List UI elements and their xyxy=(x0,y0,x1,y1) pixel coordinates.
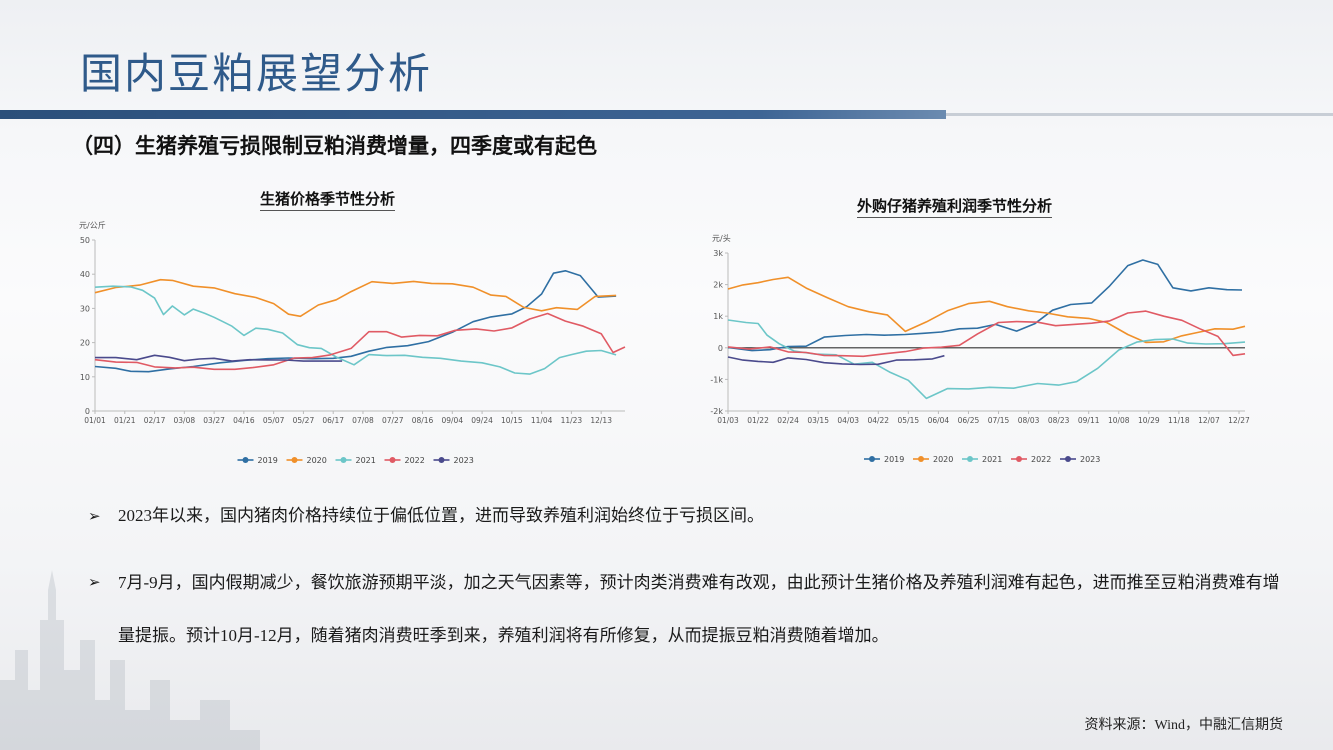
series-line-2020 xyxy=(727,276,1246,344)
legend-marker xyxy=(918,456,924,462)
y-tick-label: 20 xyxy=(80,339,90,348)
series-line-2022 xyxy=(94,312,626,371)
x-tick-label: 03/08 xyxy=(174,416,196,425)
x-tick-label: 09/11 xyxy=(1078,416,1100,425)
x-tick-label: 04/22 xyxy=(867,416,889,425)
y-tick-label: 40 xyxy=(80,270,90,279)
legend-marker xyxy=(869,456,875,462)
legend-label: 2023 xyxy=(454,456,474,465)
x-tick-label: 01/22 xyxy=(747,416,769,425)
series-line-2019 xyxy=(727,259,1243,352)
x-tick-label: 02/24 xyxy=(777,416,799,425)
x-tick-label: 12/13 xyxy=(590,416,612,425)
bullet-text: 7月-9月，国内假期减少，餐饮旅游预期平淡，加之天气因素等，预计肉类消费难有改观… xyxy=(118,573,1280,645)
x-tick-label: 05/07 xyxy=(263,416,285,425)
x-tick-label: 01/03 xyxy=(717,416,739,425)
x-tick-label: 06/04 xyxy=(928,416,950,425)
x-tick-label: 09/04 xyxy=(441,416,463,425)
chart1-title: 生猪价格季节性分析 xyxy=(260,188,396,211)
y-tick-label: 0 xyxy=(85,407,90,416)
legend-label: 2020 xyxy=(307,456,327,465)
x-tick-label: 10/08 xyxy=(1108,416,1130,425)
chart2-title: 外购仔猪养殖利润季节性分析 xyxy=(857,195,1053,218)
x-tick-label: 01/01 xyxy=(84,416,106,425)
y-tick-label: -2k xyxy=(710,407,723,416)
legend-marker xyxy=(1016,456,1022,462)
pig-price-seasonal-chart: 元/公斤 0 10 20 30 40 50 01/01 01/21 02/17 03/08 03/27… xyxy=(79,220,626,465)
source-note: 资料来源：Wind，中融汇信期货 xyxy=(1084,718,1283,733)
page-title: 国内豆粕展望分析 xyxy=(80,49,433,98)
series-line-2019 xyxy=(94,269,617,373)
legend-marker xyxy=(967,456,973,462)
x-tick-label: 06/25 xyxy=(958,416,980,425)
x-tick-label: 06/17 xyxy=(322,416,344,425)
legend-marker xyxy=(1065,456,1071,462)
x-tick-label: 10/29 xyxy=(1138,416,1160,425)
series-line-2023 xyxy=(727,354,945,366)
title-underline-tail xyxy=(946,113,1333,116)
legend-label: 2023 xyxy=(1080,455,1100,464)
series-line-2021 xyxy=(94,285,617,375)
y-axis-unit-label: 元/公斤 xyxy=(79,220,106,230)
legend-label: 2019 xyxy=(258,456,278,465)
x-tick-label: 01/21 xyxy=(114,416,136,425)
x-tick-label: 03/27 xyxy=(203,416,225,425)
x-tick-label: 03/15 xyxy=(807,416,829,425)
series-line-2022 xyxy=(727,310,1246,358)
y-tick-label: 3k xyxy=(713,249,723,258)
legend-marker xyxy=(438,457,445,463)
x-tick-label: 12/27 xyxy=(1228,416,1250,425)
x-tick-label: 04/16 xyxy=(233,416,255,425)
title-underline-bar xyxy=(0,110,946,119)
piglet-profit-seasonal-chart: 元/头 -2k -1k 0 1k 2k 3k 01/03 01/22 02/24 03/15 04/0… xyxy=(710,233,1250,464)
series-line-2020 xyxy=(94,278,617,318)
y-tick-label: 50 xyxy=(80,236,90,245)
x-tick-label: 07/15 xyxy=(988,416,1010,425)
section-subtitle: （四）生猪养殖亏损限制豆粕消费增量，四季度或有起色 xyxy=(72,134,597,158)
legend-label: 2019 xyxy=(884,455,904,464)
legend-label: 2022 xyxy=(405,456,425,465)
x-tick-label: 07/27 xyxy=(382,416,404,425)
city-skyline-watermark xyxy=(0,570,260,750)
x-tick-label: 04/03 xyxy=(837,416,859,425)
legend-marker xyxy=(389,457,396,463)
x-tick-label: 02/17 xyxy=(144,416,166,425)
bullet-text: 2023年以来，国内猪肉价格持续位于偏低位置，进而导致养殖利润始终位于亏损区间。 xyxy=(118,506,764,525)
legend-label: 2020 xyxy=(933,455,953,464)
legend-marker xyxy=(340,457,347,463)
legend-marker xyxy=(291,457,298,463)
x-tick-label: 12/07 xyxy=(1198,416,1220,425)
legend-label: 2022 xyxy=(1031,455,1051,464)
series-line-2023 xyxy=(95,354,343,362)
arrow-bullet-icon: ➢ xyxy=(88,573,101,591)
y-tick-label: -1k xyxy=(710,375,723,384)
y-tick-label: 1k xyxy=(713,312,723,321)
x-tick-label: 08/16 xyxy=(412,416,434,425)
bullet-item: ➢ 7月-9月，国内假期减少，餐饮旅游预期平淡，加之天气因素等，预计肉类消费难有… xyxy=(88,556,1288,662)
y-tick-label: 2k xyxy=(713,281,723,290)
x-tick-label: 07/08 xyxy=(352,416,374,425)
x-tick-label: 10/15 xyxy=(501,416,523,425)
x-tick-label: 05/15 xyxy=(898,416,920,425)
x-tick-label: 05/27 xyxy=(293,416,315,425)
legend-label: 2021 xyxy=(356,456,376,465)
y-axis-unit-label: 元/头 xyxy=(712,233,731,243)
y-tick-label: 0 xyxy=(718,344,723,353)
x-tick-label: 11/23 xyxy=(561,416,583,425)
x-tick-label: 11/04 xyxy=(531,416,553,425)
y-tick-label: 30 xyxy=(80,304,90,313)
y-tick-label: 10 xyxy=(80,373,90,382)
series-line-2021 xyxy=(727,319,1246,400)
arrow-bullet-icon: ➢ xyxy=(88,507,101,525)
bullet-item: ➢ 2023年以来，国内猪肉价格持续位于偏低位置，进而导致养殖利润始终位于亏损区… xyxy=(88,496,1288,536)
x-tick-label: 11/18 xyxy=(1168,416,1190,425)
x-tick-label: 08/03 xyxy=(1018,416,1040,425)
legend-label: 2021 xyxy=(982,455,1002,464)
x-tick-label: 09/24 xyxy=(471,416,493,425)
legend-marker xyxy=(242,457,249,463)
x-tick-label: 08/23 xyxy=(1048,416,1070,425)
